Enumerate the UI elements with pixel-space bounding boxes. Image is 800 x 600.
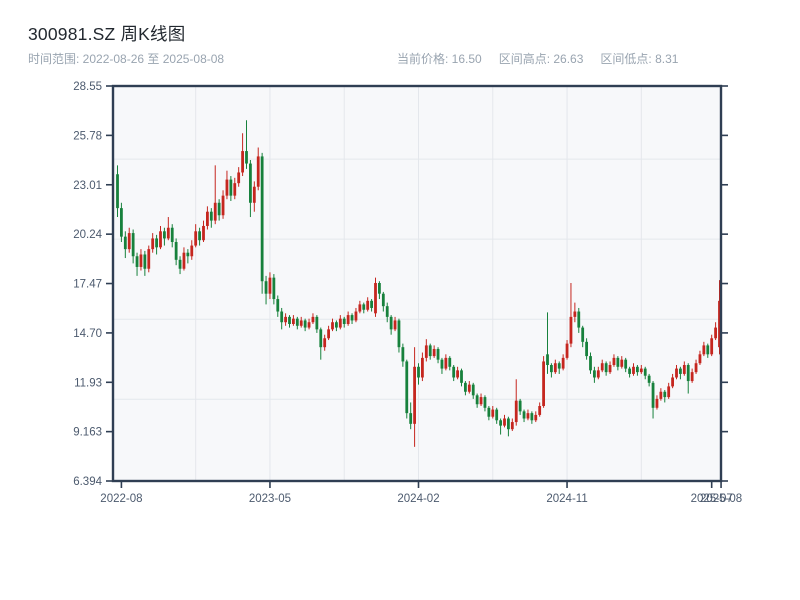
range-high-stat: 区间高点: 26.63 [498, 52, 584, 66]
chart-subheader: 时间范围: 2022-08-26 至 2025-08-08 当前价格: 16.5… [0, 50, 800, 66]
candles [116, 120, 721, 447]
svg-text:2025-07: 2025-07 [691, 493, 733, 505]
svg-text:14.70: 14.70 [73, 328, 102, 340]
svg-text:23.01: 23.01 [73, 180, 102, 192]
svg-text:25.78: 25.78 [73, 130, 102, 142]
svg-text:2024-02: 2024-02 [397, 493, 439, 505]
svg-text:2024-11: 2024-11 [546, 493, 587, 505]
svg-text:20.24: 20.24 [73, 229, 102, 241]
svg-text:2025-08: 2025-08 [700, 493, 742, 505]
svg-text:2023-05: 2023-05 [249, 493, 291, 505]
svg-text:28.55: 28.55 [73, 81, 102, 93]
page-title: 300981.SZ 周K线图 [28, 24, 186, 44]
kline-chart: 6.394 9.163 11.93 14.70 17.47 20.24 23.01 25.78… [73, 81, 742, 505]
svg-text:6.394: 6.394 [73, 476, 102, 488]
svg-text:2022-08: 2022-08 [100, 493, 142, 505]
date-range-label: 时间范围: 2022-08-26 至 2025-08-08 [28, 52, 225, 66]
kline-figure: 6.394 9.163 11.93 14.70 17.47 20.24 23.01 25.78… [73, 81, 742, 505]
svg-text:9.163: 9.163 [73, 427, 102, 439]
svg-text:11.93: 11.93 [74, 377, 102, 389]
range-low-stat: 区间低点: 8.31 [600, 52, 679, 66]
current-price-stat: 当前价格: 16.50 [397, 52, 482, 66]
price-stats: 当前价格: 16.50 区间高点: 26.63 区间低点: 8.31 [397, 50, 678, 67]
svg-text:17.47: 17.47 [73, 279, 102, 291]
